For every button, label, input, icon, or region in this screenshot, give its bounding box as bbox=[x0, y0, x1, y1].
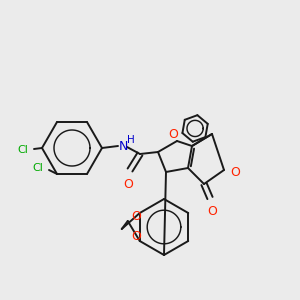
Text: O: O bbox=[230, 166, 240, 178]
Text: N: N bbox=[119, 140, 128, 152]
Text: O: O bbox=[168, 128, 178, 140]
Text: H: H bbox=[127, 135, 135, 145]
Text: O: O bbox=[131, 230, 141, 244]
Text: Cl: Cl bbox=[17, 145, 28, 155]
Text: Cl: Cl bbox=[32, 163, 43, 173]
Text: O: O bbox=[131, 211, 141, 224]
Text: O: O bbox=[207, 205, 217, 218]
Text: O: O bbox=[123, 178, 133, 191]
